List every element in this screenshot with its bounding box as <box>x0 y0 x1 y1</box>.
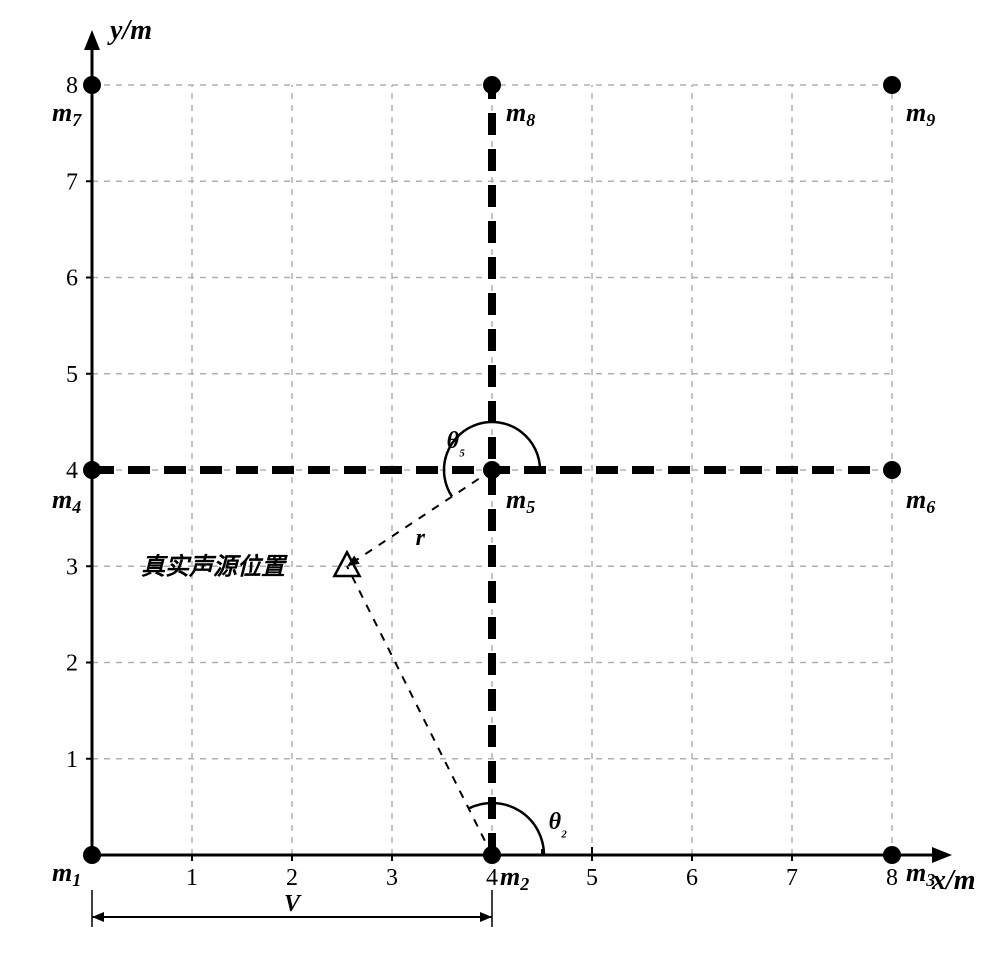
y-axis-arrow <box>84 30 100 50</box>
y-tick-label: 7 <box>66 169 78 195</box>
ray-m5 <box>347 470 492 566</box>
node-m1 <box>83 846 101 864</box>
x-tick-label: 6 <box>686 865 698 891</box>
y-tick-label: 5 <box>66 362 78 388</box>
node-label-m8: m8 <box>506 98 535 130</box>
x-tick-label: 3 <box>386 865 398 891</box>
node-label-m3: m3 <box>906 858 935 890</box>
x-label: x/m <box>931 865 976 896</box>
node-m3 <box>883 846 901 864</box>
angle-label-theta2: θ₂ <box>549 809 568 838</box>
node-label-m2: m2 <box>500 862 529 894</box>
node-m9 <box>883 76 901 94</box>
x-tick-label: 5 <box>586 865 598 891</box>
y-tick-label: 1 <box>66 747 78 773</box>
r-label: r <box>416 525 426 551</box>
node-m6 <box>883 461 901 479</box>
x-tick-label: 8 <box>886 865 898 891</box>
node-label-m1: m1 <box>52 858 81 890</box>
node-label-m4: m4 <box>52 485 81 517</box>
node-m2 <box>483 846 501 864</box>
y-tick-label: 6 <box>66 266 78 292</box>
ray-m2 <box>347 566 492 855</box>
x-tick-label: 1 <box>186 865 198 891</box>
y-tick-label: 4 <box>66 458 78 484</box>
v-dim-label: V <box>284 891 302 917</box>
angle-arc-theta2 <box>469 803 544 855</box>
node-label-m6: m6 <box>906 485 935 517</box>
x-tick-label: 4 <box>486 865 498 891</box>
node-label-m9: m9 <box>906 98 935 130</box>
x-axis-arrow <box>932 847 952 863</box>
y-tick-label: 2 <box>66 651 78 677</box>
node-m7 <box>83 76 101 94</box>
y-tick-label: 3 <box>66 554 78 580</box>
x-tick-label: 7 <box>786 865 798 891</box>
node-m5 <box>483 461 501 479</box>
x-tick-label: 2 <box>286 865 298 891</box>
node-m8 <box>483 76 501 94</box>
node-m4 <box>83 461 101 479</box>
y-tick-label: 8 <box>66 73 78 99</box>
y-label: y/m <box>107 15 152 46</box>
node-label-m5: m5 <box>506 485 535 517</box>
source-label: 真实声源位置 <box>141 553 288 580</box>
node-label-m7: m7 <box>52 98 82 130</box>
